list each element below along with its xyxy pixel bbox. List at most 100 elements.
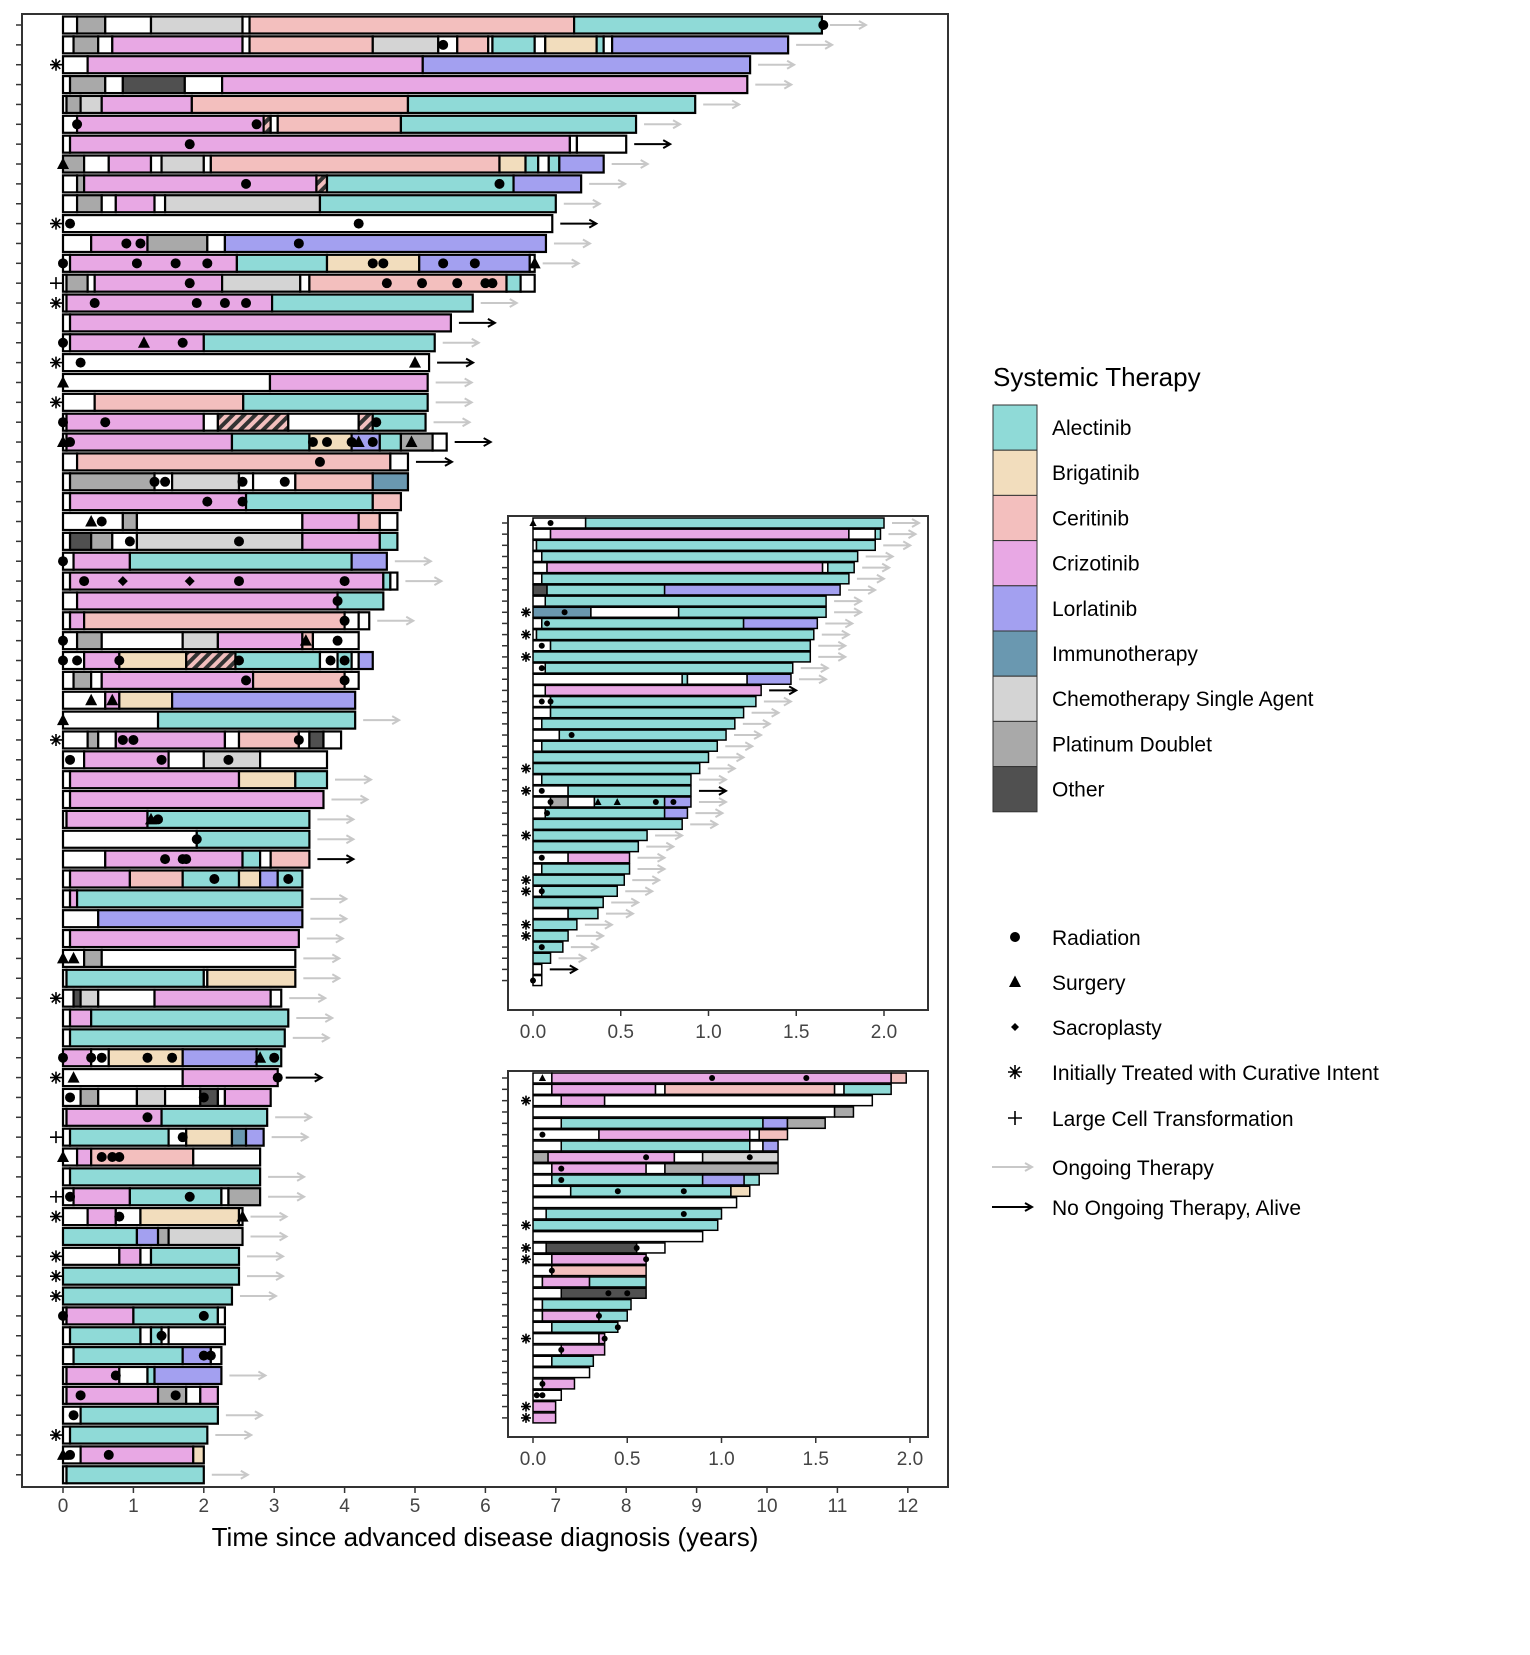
therapy-segment [195, 829, 311, 849]
patient-row [61, 233, 592, 254]
radiation-marker [65, 218, 76, 229]
radiation-marker [160, 476, 171, 487]
radiation-marker [170, 258, 181, 269]
therapy-segment [167, 1326, 227, 1346]
patient-row [57, 372, 474, 393]
ongoing-therapy-arrow [655, 830, 685, 841]
therapy-segment [61, 35, 75, 55]
legend-title: Systemic Therapy [993, 362, 1201, 392]
therapy-segment [673, 1151, 704, 1164]
therapy-segment [532, 1208, 547, 1220]
therapy-segment [532, 706, 552, 719]
therapy-segment [160, 1107, 269, 1127]
patient-row [61, 1405, 264, 1425]
therapy-segment [287, 412, 360, 432]
therapy-segment [664, 1162, 779, 1175]
therapy-segment [65, 809, 149, 830]
ongoing-therapy-arrow [303, 973, 342, 984]
therapy-segment [68, 1425, 209, 1445]
curative-intent-marker [50, 297, 62, 310]
therapy-segment [185, 650, 237, 671]
patient-row [532, 740, 755, 752]
radiation-marker [538, 854, 545, 861]
therapy-segment [498, 154, 527, 174]
therapy-segment [532, 1332, 600, 1345]
radiation-marker [353, 218, 364, 229]
therapy-segment [61, 988, 75, 1008]
x-tick-label: 12 [897, 1496, 918, 1517]
ongoing-therapy-arrow [695, 808, 725, 819]
therapy-segment [551, 1162, 647, 1175]
therapy-segment [104, 74, 124, 95]
therapy-segment [544, 684, 762, 697]
ongoing-therapy-arrow [637, 852, 667, 863]
therapy-segment [61, 591, 79, 611]
patient-row [532, 818, 720, 831]
therapy-segment [532, 829, 648, 842]
patient-row [532, 1366, 591, 1379]
therapy-segment [389, 571, 399, 591]
therapy-segment [635, 1242, 666, 1254]
ongoing-therapy-arrow [250, 1231, 289, 1242]
therapy-segment [549, 706, 745, 719]
curative-intent-marker [50, 1270, 62, 1283]
legend-label: Lorlatinib [1052, 598, 1137, 621]
therapy-segment [216, 631, 304, 651]
patient-row [58, 412, 472, 432]
therapy-segment [533, 35, 547, 55]
surgery-marker [57, 157, 69, 170]
surgery-marker [529, 519, 537, 526]
therapy-segment [532, 1355, 553, 1367]
ongoing-therapy-arrow [690, 819, 720, 830]
patient-row [57, 948, 342, 969]
radiation-marker [160, 854, 171, 865]
patient-row [532, 706, 781, 719]
therapy-segment [68, 472, 156, 492]
radiation-marker [65, 754, 76, 765]
patient-row [532, 1298, 632, 1311]
therapy-segment [602, 35, 614, 55]
therapy-segment [560, 1287, 647, 1300]
legend: Systemic Therapy Alectinib Brigatinib Ceri… [992, 362, 1379, 1220]
radiation-marker [307, 437, 318, 448]
radiation-marker [198, 1350, 209, 1361]
therapy-segment [532, 1242, 547, 1254]
legend-event-label: Sacroplasty [1052, 1017, 1162, 1040]
curative-intent-marker [521, 1333, 531, 1344]
therapy-segment [235, 253, 329, 273]
therapy-segment [663, 584, 841, 596]
therapy-segment [378, 531, 399, 551]
therapy-segment [202, 333, 436, 353]
patient-row [532, 684, 799, 697]
therapy-segment [567, 852, 631, 864]
ongoing-therapy-arrow [605, 908, 635, 919]
x-tick-label: 3 [269, 1496, 280, 1517]
therapy-segment [541, 1298, 632, 1311]
radiation-marker [114, 655, 125, 666]
therapy-segment [357, 511, 381, 532]
x-tick-label: 1.5 [783, 1022, 809, 1043]
therapy-segment [758, 1128, 789, 1141]
radiation-marker [530, 977, 536, 984]
therapy-segment [97, 909, 304, 929]
therapy-segment [843, 1083, 892, 1096]
radiation-marker [332, 635, 343, 646]
ongoing-therapy-arrow [751, 707, 781, 718]
therapy-segment [79, 1087, 100, 1108]
therapy-segment [139, 1206, 241, 1227]
patient-row [532, 1162, 779, 1175]
therapy-segment [223, 233, 548, 254]
patient-row [61, 1167, 307, 1187]
therapy-segment [532, 773, 543, 786]
therapy-segment [227, 1187, 262, 1207]
therapy-segment [268, 372, 429, 393]
therapy-segment [90, 670, 103, 690]
patient-row [532, 952, 588, 964]
patient-row [521, 885, 655, 898]
x-tick-label: 1.0 [695, 1022, 721, 1043]
radiation-marker [339, 655, 350, 666]
ongoing-therapy-arrow [480, 298, 519, 308]
legend-swatch-platinum-doublet [992, 720, 1038, 768]
legend-swatch-crizotinib [992, 540, 1038, 587]
therapy-segment [97, 730, 117, 750]
